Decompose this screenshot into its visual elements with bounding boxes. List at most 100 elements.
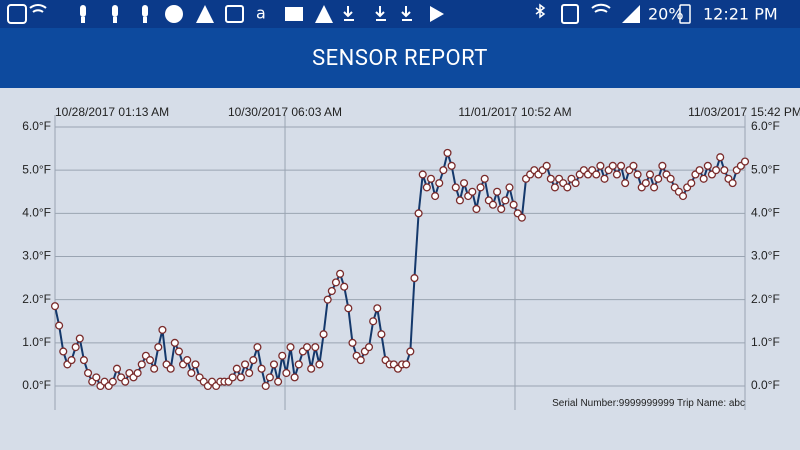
x-tick-label: 11/03/2017 15:42 PM [688,105,800,119]
data-point [323,295,332,304]
x-tick-label: 10/30/2017 06:03 AM [228,105,342,119]
data-point [286,343,295,352]
chart: Serial Number:9999999999 Trip Name: abc … [22,105,800,410]
data-point [455,196,464,205]
footnote: Serial Number:9999999999 Trip Name: abc [552,398,745,409]
clock: 12:21 PM [703,5,778,24]
data-point [678,192,688,201]
data-point [703,161,712,170]
data-point [336,269,345,278]
data-point [431,192,440,201]
data-point [257,364,266,373]
y-tick-label: 1.0°F [22,335,51,349]
data-point [493,187,502,196]
data-point [406,347,415,356]
data-point [274,377,283,386]
data-point [278,351,287,360]
data-point [249,356,258,365]
data-point [174,347,184,356]
data-point [245,368,254,378]
data-point [364,343,374,352]
data-point [608,161,617,170]
data-point [158,325,167,334]
data-point [191,360,200,369]
data-point [84,368,93,378]
data-point [418,170,427,179]
data-point [236,373,245,382]
data-point [170,338,179,347]
data-point [426,174,436,183]
data-point [695,166,704,175]
data-point [108,377,117,386]
data-point [340,282,349,291]
data-point [166,364,175,373]
data-point [261,381,270,391]
data-point [451,183,460,192]
data-point [629,161,638,170]
data-point [443,148,452,157]
data-point [290,373,299,382]
y-tick-label: 0.0°F [22,378,51,392]
data-point [447,161,456,170]
data-point [302,343,312,352]
y2-tick-label: 1.0°F [751,335,780,349]
data-point [344,304,353,313]
data-point [348,338,357,347]
data-point [509,200,518,209]
data-point [377,330,386,339]
data-point [641,179,650,188]
data-point [740,157,750,166]
data-point [472,204,481,214]
data-point [121,377,130,386]
data-point [228,373,237,382]
y2-tick-label: 0.0°F [751,378,780,392]
status-bar: a 20% 12:21 PM [0,0,800,28]
y-tick-label: 3.0°F [22,249,51,263]
data-point [517,213,526,222]
data-point [327,286,336,296]
data-point [241,360,250,369]
data-point [439,166,448,175]
data-point [154,343,163,352]
y2-tick-label: 5.0°F [751,162,780,176]
y2-tick-label: 6.0°F [751,119,780,133]
data-point [55,321,64,330]
data-point [476,183,485,192]
y2-tick-label: 3.0°F [751,249,780,263]
data-point [654,174,663,183]
y2-tick-label: 4.0°F [751,206,780,220]
svg-text:a: a [256,4,266,23]
data-point [67,356,76,365]
y2-tick-label: 2.0°F [751,292,780,306]
data-point [150,364,159,373]
battery-percent: 20% [648,5,684,24]
data-point [369,317,378,326]
data-point [728,179,737,188]
data-point [133,368,142,378]
y-tick-label: 6.0°F [22,119,51,133]
data-point [612,170,621,179]
data-point [50,302,60,311]
data-point [79,356,88,365]
data-point [145,356,155,365]
data-point [600,174,609,183]
y-tick-label: 4.0°F [22,206,51,220]
data-point [183,356,192,365]
data-point [621,179,630,188]
data-point [716,153,725,162]
x-tick-label: 10/28/2017 01:13 AM [55,105,169,119]
data-point [459,179,469,188]
data-point [232,364,241,373]
data-point [137,360,146,369]
data-point [596,161,605,170]
data-point [75,334,84,343]
y-tick-label: 5.0°F [22,162,51,176]
data-point [414,209,423,218]
data-point [331,278,341,287]
data-point [410,274,419,283]
data-point [720,166,729,175]
data-point [187,368,196,378]
data-point [616,161,626,170]
data-point [294,360,303,369]
